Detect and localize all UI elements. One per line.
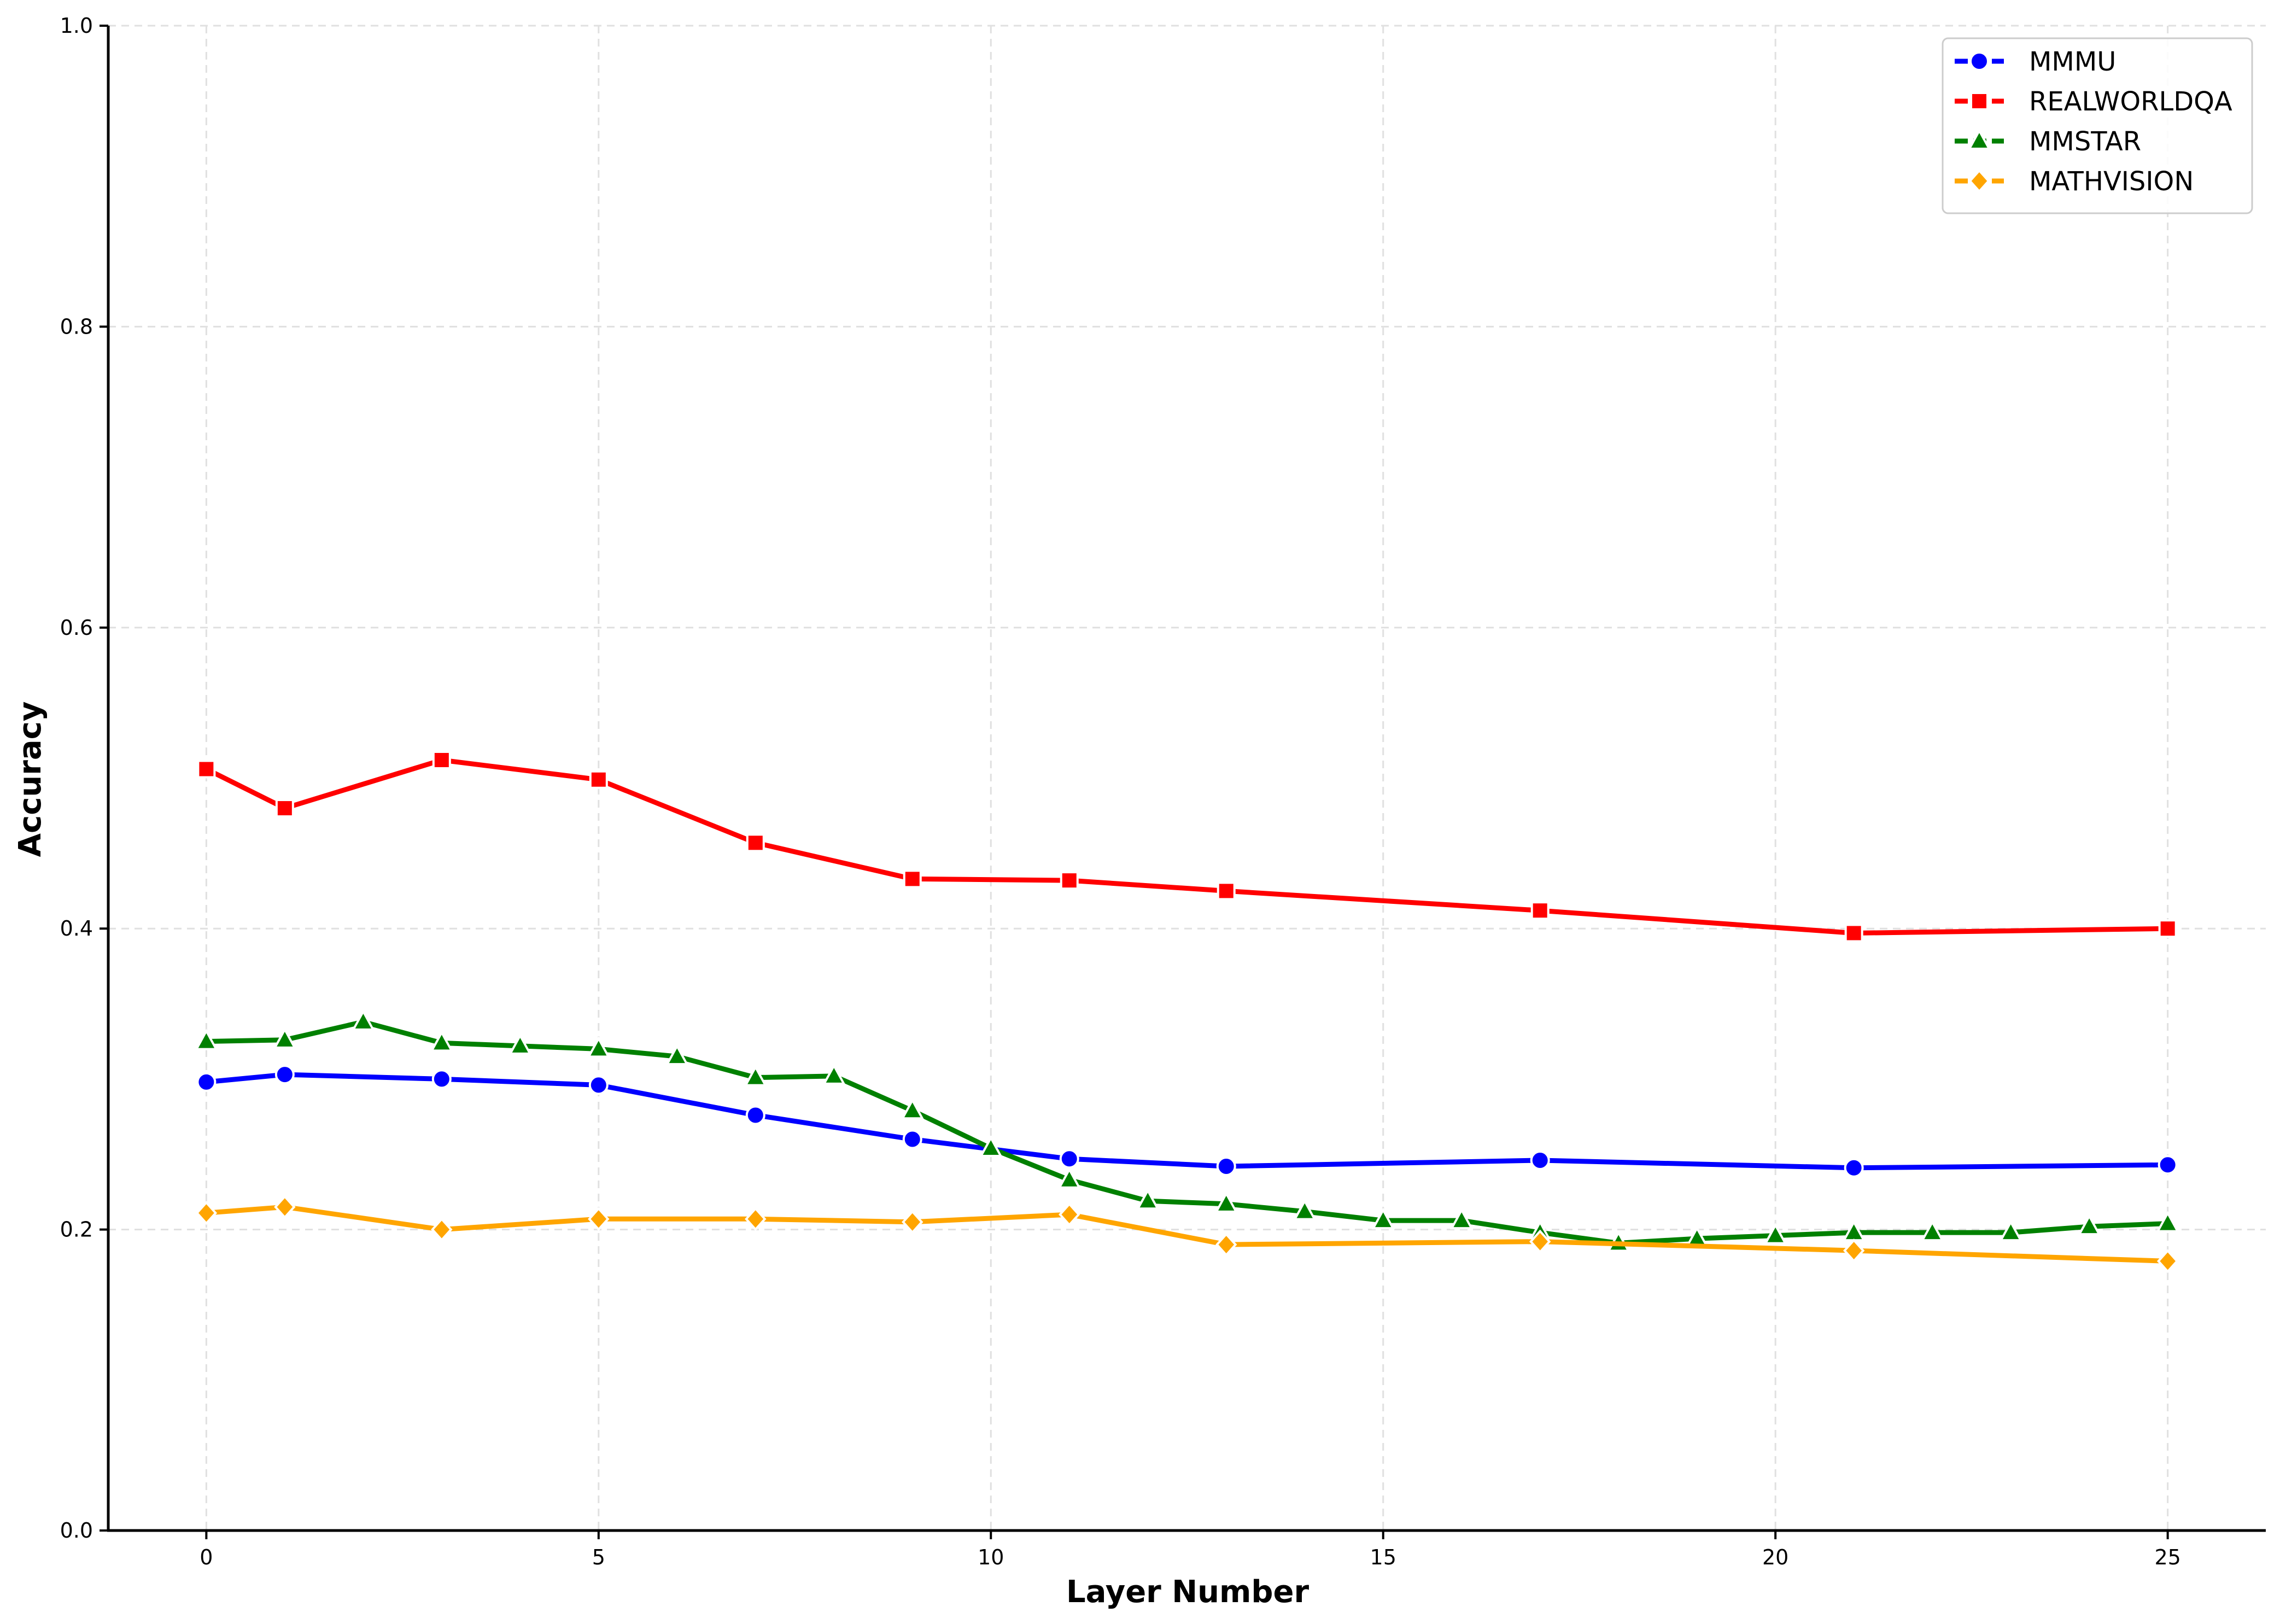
y-tick-label: 0.6 — [60, 616, 93, 640]
data-point-mmmu — [431, 1069, 452, 1089]
series-mmmu — [196, 1065, 2178, 1178]
series-line-realworldqa — [203, 757, 2171, 936]
grid — [108, 25, 2266, 1530]
ticks: 0 5 10 15 20 25 0.0 0.2 0.4 0.6 0.8 1.0 — [60, 14, 2181, 1569]
data-point-mmstar — [508, 1033, 532, 1055]
legend-item-mmstar: MMSTAR — [1955, 126, 2141, 157]
x-tick-label: 20 — [1762, 1545, 1788, 1569]
data-point-mathvision — [1215, 1232, 1237, 1257]
x-tick-label: 25 — [2154, 1545, 2180, 1569]
series — [194, 750, 2180, 1274]
data-point-mmstar — [1293, 1199, 1317, 1220]
data-point-realworldqa — [1844, 924, 1863, 943]
y-tick-label: 0.0 — [60, 1518, 93, 1543]
data-point-mathvision — [588, 1207, 610, 1231]
data-point-mmstar — [1371, 1207, 1395, 1230]
data-point-mathvision — [1843, 1239, 1865, 1263]
data-point-mmmu — [196, 1072, 217, 1092]
data-point-realworldqa — [197, 760, 216, 779]
data-point-mmmu — [745, 1105, 765, 1125]
data-point-mmstar — [2077, 1213, 2101, 1236]
data-point-realworldqa — [589, 770, 608, 789]
axes — [107, 26, 2266, 1532]
data-point-mmstar — [979, 1135, 1003, 1157]
data-point-mmstar — [587, 1036, 611, 1058]
y-tick-label: 1.0 — [60, 14, 93, 38]
data-point-realworldqa — [1530, 901, 1550, 920]
data-point-mmstar — [1763, 1223, 1787, 1245]
data-point-mmstar — [194, 1029, 218, 1050]
x-tick-label: 0 — [200, 1545, 213, 1569]
y-axis-title: Accuracy — [13, 702, 48, 857]
y-tick-label: 0.8 — [60, 314, 93, 338]
data-point-mathvision — [902, 1210, 923, 1234]
series-mathvision — [195, 1195, 2179, 1274]
data-point-mmstar — [273, 1027, 297, 1049]
series-mmstar — [194, 1009, 2180, 1252]
data-point-mmstar — [1057, 1167, 1081, 1189]
x-tick-label: 10 — [978, 1545, 1004, 1569]
data-point-mmstar — [1920, 1219, 1944, 1242]
data-point-mathvision — [431, 1217, 453, 1242]
legend: MMMU REALWORLDQA MMSTAR MATHVISION — [1942, 37, 2253, 214]
data-point-mmstar — [744, 1065, 768, 1086]
legend-label-realworldqa: REALWORLDQA — [2029, 86, 2232, 117]
data-point-mmmu — [1059, 1149, 1079, 1169]
data-point-mmmu — [902, 1129, 922, 1149]
legend-item-mmmu: MMMU — [1955, 46, 2116, 77]
data-point-realworldqa — [746, 833, 765, 852]
data-point-mmstar — [2156, 1211, 2180, 1232]
data-point-mmstar — [351, 1009, 375, 1031]
data-point-mmstar — [1449, 1207, 1474, 1230]
data-point-mmstar — [1214, 1191, 1238, 1213]
data-point-mmmu — [1844, 1158, 1864, 1178]
data-point-mmstar — [1999, 1219, 2023, 1242]
y-tick-label: 0.4 — [60, 916, 93, 940]
data-point-mmstar — [430, 1030, 454, 1052]
data-point-mathvision — [2156, 1249, 2179, 1274]
data-point-mmmu — [1216, 1156, 1236, 1177]
x-tick-label: 15 — [1370, 1545, 1396, 1569]
y-tick-label: 0.2 — [60, 1218, 93, 1242]
legend-marker-mmmu — [1969, 51, 1989, 71]
legend-marker-realworldqa — [1970, 92, 1989, 110]
x-tick-label: 5 — [592, 1545, 605, 1569]
data-point-mathvision — [745, 1207, 767, 1231]
data-point-mmstar — [822, 1063, 846, 1085]
data-point-mmmu — [588, 1075, 609, 1095]
legend-label-mmstar: MMSTAR — [2029, 126, 2141, 157]
legend-marker-mmstar — [1967, 128, 1991, 150]
data-point-realworldqa — [2158, 919, 2177, 938]
data-point-mmmu — [274, 1065, 295, 1085]
legend-item-mathvision: MATHVISION — [1955, 166, 2194, 197]
legend-label-mmmu: MMMU — [2029, 46, 2116, 77]
legend-item-realworldqa: REALWORLDQA — [1955, 86, 2232, 117]
legend-marker-mathvision — [1968, 169, 1990, 193]
data-point-mmmu — [1530, 1150, 1550, 1171]
data-point-realworldqa — [1060, 871, 1079, 890]
x-axis-title: Layer Number — [1066, 1574, 1309, 1610]
series-line-mmmu — [203, 1072, 2171, 1171]
data-point-mmstar — [665, 1043, 689, 1066]
data-point-mmmu — [2158, 1155, 2178, 1175]
series-realworldqa — [197, 750, 2177, 943]
data-point-realworldqa — [903, 869, 922, 889]
data-point-mathvision — [195, 1201, 218, 1225]
data-point-mmstar — [1136, 1188, 1160, 1210]
legend-label-mathvision: MATHVISION — [2029, 166, 2194, 197]
data-point-realworldqa — [1217, 881, 1236, 901]
data-point-realworldqa — [432, 750, 451, 769]
data-point-mathvision — [274, 1195, 296, 1219]
data-point-mathvision — [1529, 1229, 1551, 1254]
data-point-realworldqa — [275, 799, 294, 818]
data-point-mathvision — [1059, 1202, 1080, 1227]
data-point-mmstar — [901, 1098, 925, 1120]
series-line-mmstar — [203, 1019, 2171, 1246]
legend-box — [1942, 37, 2253, 214]
